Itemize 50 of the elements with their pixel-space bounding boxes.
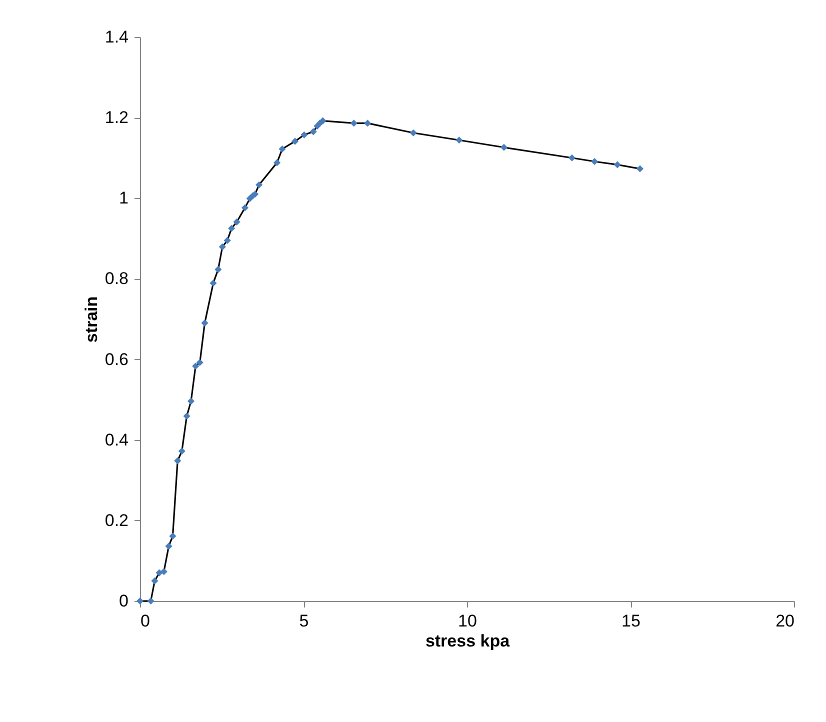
point [214,266,222,273]
point [278,145,286,153]
point [350,120,358,127]
point [273,159,281,166]
point [500,144,508,151]
point [614,161,621,168]
y-tick-label: 1 [119,188,128,208]
point [196,358,204,366]
point [410,129,417,136]
point [183,412,190,420]
point [178,448,186,455]
x-tick-label: 15 [622,612,640,630]
point [147,597,154,605]
y-tick-label: 0.2 [104,510,128,530]
point [233,218,240,226]
point [364,120,372,127]
x-tick-label: 0 [140,612,150,630]
point [590,158,598,166]
x-axis-title: stress kpa [425,632,510,650]
point [300,131,308,138]
y-tick-label: 1.4 [104,28,128,46]
x-tick-label: 10 [458,612,477,630]
point [192,362,200,370]
x-tick-label: 20 [776,612,794,630]
point [291,138,299,145]
point [151,577,158,584]
y-axis-title: strain [82,296,101,343]
point [174,457,182,464]
y-tick-label: 1.2 [104,108,128,128]
point [169,532,176,540]
point [201,319,208,327]
x-tick-label: 5 [299,612,309,630]
point [241,204,249,212]
point [228,224,236,232]
point [636,165,644,172]
point [319,117,326,124]
y-tick-label: 0 [119,592,128,610]
point [255,181,263,188]
point [165,542,172,550]
point [210,280,217,287]
point [224,236,231,244]
y-tick-label: 0.6 [104,350,128,369]
point [456,136,463,144]
point [568,154,576,162]
point [218,243,226,250]
point [310,128,317,136]
y-tick-label: 0.4 [104,430,128,450]
y-tick-label: 0.8 [104,269,128,288]
point [160,568,168,576]
point [187,398,195,405]
